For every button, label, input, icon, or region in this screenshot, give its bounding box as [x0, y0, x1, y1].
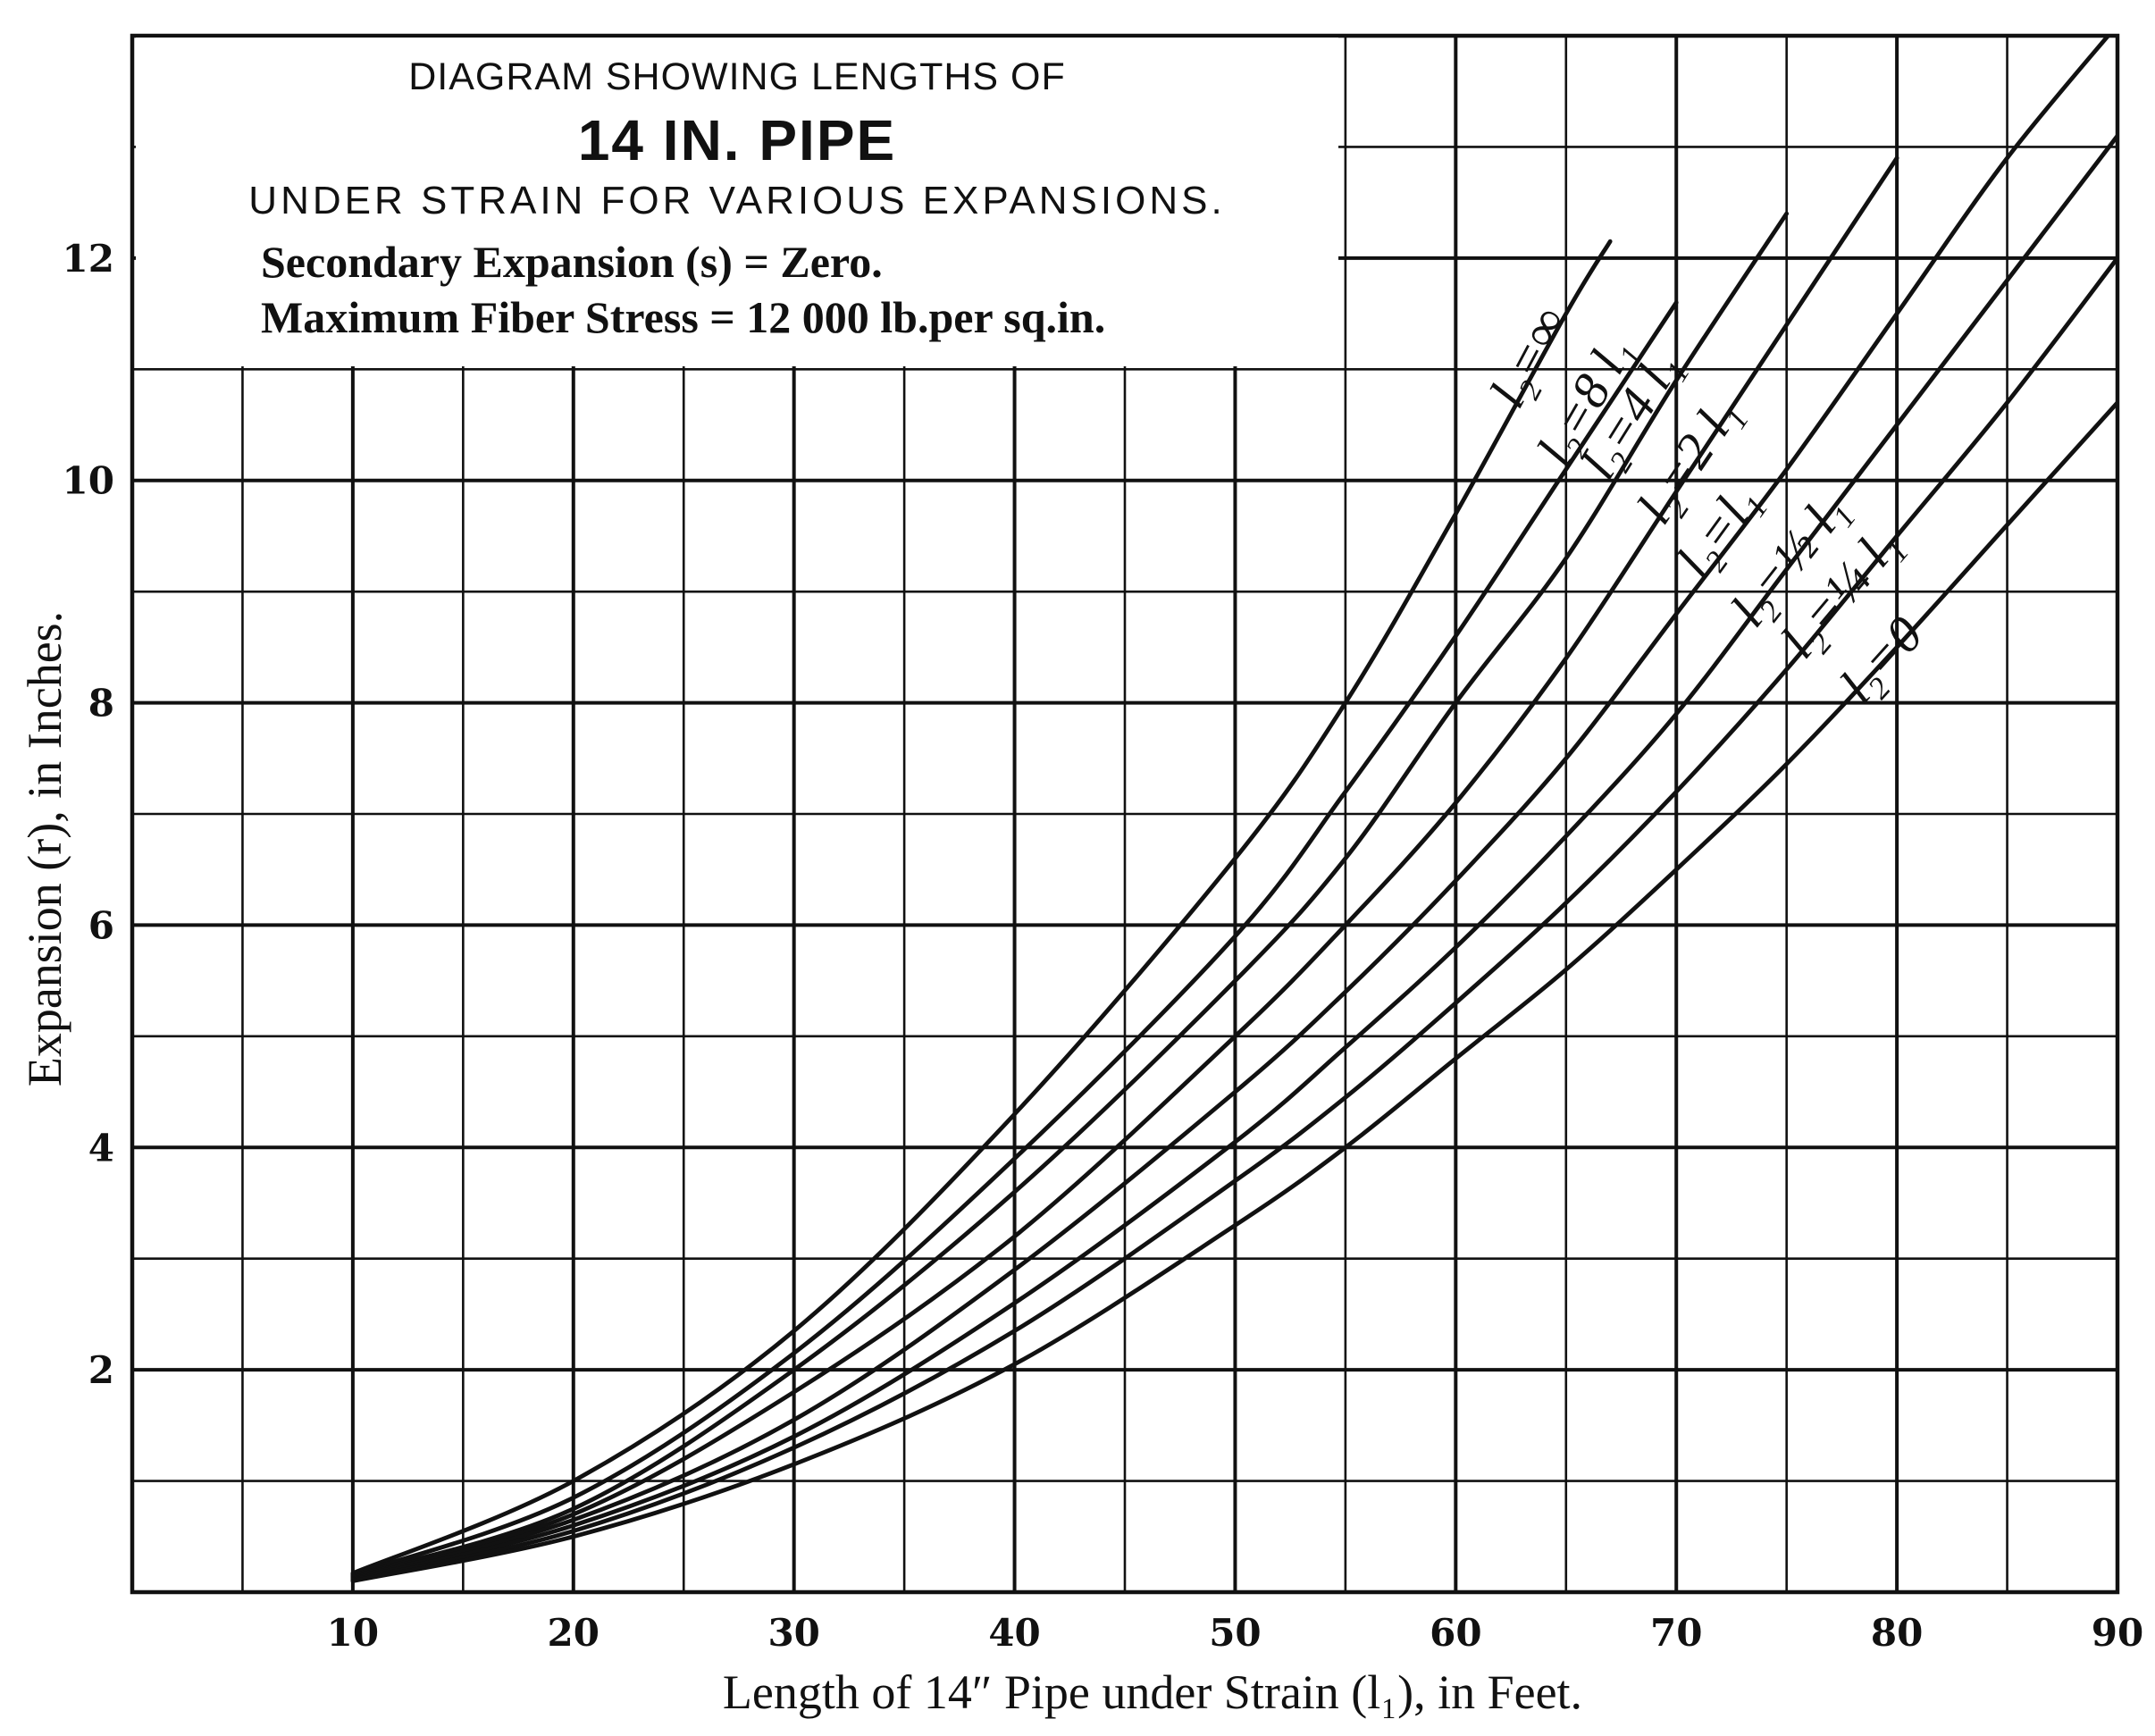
y-tick-label-4: 4: [88, 1126, 114, 1170]
y-tick-label-6: 6: [88, 903, 114, 947]
fiber-stress-note: Maximum Fiber Stress = 12 000 lb.per sq.…: [261, 292, 1106, 342]
x-tick-label-50: 50: [1209, 1611, 1261, 1655]
series-line-2: [350, 211, 1790, 1578]
series-line-3: [350, 155, 1899, 1579]
title-line-3: UNDER STRAIN FOR VARIOUS EXPANSIONS.: [248, 179, 1226, 222]
x-tick-label-20: 20: [548, 1611, 600, 1655]
y-axis-label: Expansion (r), in Inches.: [18, 611, 71, 1086]
series-line-4: [350, 36, 2111, 1581]
secondary-expansion-note: Secondary Expansion (s) = Zero.: [261, 237, 883, 287]
x-tick-label-40: 40: [988, 1611, 1040, 1655]
x-tick-label-70: 70: [1650, 1611, 1702, 1655]
x-tick-label-10: 10: [327, 1611, 379, 1655]
x-tick-label-90: 90: [2092, 1611, 2143, 1655]
series-line-6: [350, 256, 2117, 1582]
title-box: DIAGRAM SHOWING LENGTHS OF 14 IN. PIPE U…: [136, 38, 1338, 366]
series-line-5: [350, 133, 2117, 1581]
x-tick-label-30: 30: [767, 1611, 819, 1655]
plot-frame: [130, 33, 2120, 1595]
title-line-2: 14 IN. PIPE: [577, 108, 897, 172]
x-axis-label: Length of 14″ Pipe under Strain (l₁), in…: [723, 1665, 1582, 1719]
series-line-0: [350, 239, 1613, 1576]
curves: [350, 36, 2117, 1583]
tick-labels: 10 20 30 40 50 60 70 80 90 2 4 6 8 10 12: [63, 237, 2144, 1655]
title-line-1: DIAGRAM SHOWING LENGTHS OF: [408, 55, 1066, 98]
y-tick-label-2: 2: [88, 1348, 114, 1392]
y-tick-label-12: 12: [63, 237, 114, 281]
x-tick-label-80: 80: [1871, 1611, 1923, 1655]
y-tick-label-10: 10: [63, 459, 114, 503]
x-tick-label-60: 60: [1430, 1611, 1481, 1655]
series-line-7: [350, 400, 2117, 1583]
y-tick-label-8: 8: [88, 682, 114, 725]
series-line-1: [350, 300, 1679, 1577]
